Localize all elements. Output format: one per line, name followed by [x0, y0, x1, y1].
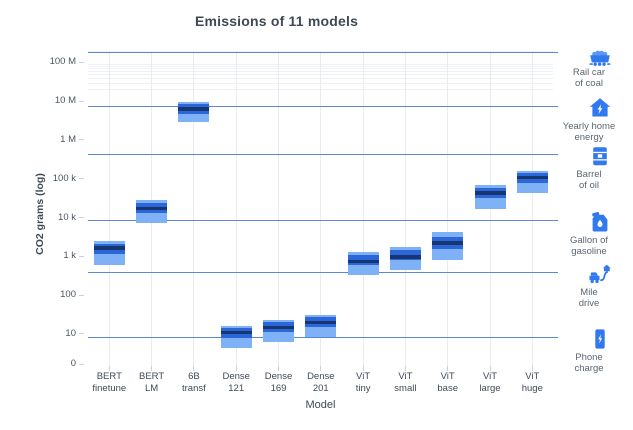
x-tick-label-bert-finetune: BERT finetune	[92, 371, 127, 394]
gas-can-icon	[588, 210, 612, 234]
y-tick-label: 1 k	[63, 250, 76, 262]
vertical-gridline	[362, 51, 364, 366]
chart-title: Emissions of 11 models	[194, 13, 359, 29]
box-band-vit-small	[389, 250, 421, 260]
box-median-6b-transf	[178, 107, 210, 111]
vertical-gridline	[108, 51, 110, 366]
box-median-dense-169	[263, 325, 294, 329]
y-tick-mark	[79, 100, 84, 102]
x-tick-mark	[447, 366, 449, 371]
x-tick-label-vit-large: ViT large	[479, 371, 501, 394]
y-tick-label: 1 M	[60, 133, 76, 145]
y-tick-label: 100 k	[52, 172, 76, 184]
x-tick-label-vit-tiny: ViT tiny	[355, 371, 371, 394]
vertical-gridline	[447, 51, 449, 366]
vertical-gridline	[320, 51, 322, 366]
x-tick-mark	[278, 366, 279, 371]
reference-label-mile-drive: Mile drive	[578, 286, 600, 309]
x-axis-title: Model	[305, 399, 336, 411]
phone-charge-icon	[588, 327, 612, 351]
y-tick-mark	[79, 294, 84, 296]
x-tick-mark	[320, 366, 322, 371]
x-tick-mark	[108, 366, 110, 371]
x-tick-mark	[235, 366, 237, 371]
y-tick-mark	[79, 178, 84, 180]
y-tick-mark	[79, 61, 84, 63]
box-median-vit-small	[389, 255, 421, 259]
box-median-dense-121	[220, 330, 252, 335]
reference-label-yearly-home-energy: Yearly home energy	[562, 120, 616, 143]
x-tick-label-vit-base: ViT base	[437, 371, 458, 394]
y-tick-mark	[79, 333, 84, 335]
vertical-gridline	[193, 51, 195, 366]
box-median-dense-201	[305, 320, 337, 325]
y-tick-label: 10	[65, 327, 76, 339]
x-tick-mark	[489, 366, 491, 371]
reference-line-yearly-home-energy	[88, 105, 558, 107]
reference-line-barrel-of-oil	[88, 154, 558, 156]
y-tick-mark	[79, 255, 84, 257]
x-tick-mark	[151, 366, 153, 371]
x-tick-label-dense-201: Dense 201	[307, 371, 335, 394]
x-tick-label-dense-121: Dense 121	[222, 371, 250, 394]
vertical-gridline	[404, 51, 406, 366]
vertical-gridline	[235, 51, 237, 366]
house-energy-icon	[588, 96, 612, 120]
x-tick-mark	[531, 366, 533, 371]
y-tick-label: 10 k	[58, 211, 76, 223]
box-median-vit-huge	[516, 175, 548, 180]
x-tick-label-vit-huge: ViT huge	[521, 371, 543, 394]
y-tick-mark	[79, 139, 84, 141]
x-tick-label-vit-small: ViT small	[394, 371, 417, 394]
y-tick-label: 100 M	[49, 56, 76, 68]
x-tick-label-dense-169: Dense 169	[264, 371, 293, 394]
vertical-gridline	[531, 51, 533, 366]
reference-label-gallon-of-gasoline: Gallon of gasoline	[569, 234, 609, 257]
box-median-vit-large	[474, 191, 506, 195]
oil-barrel-icon	[588, 144, 612, 168]
x-tick-mark	[404, 366, 406, 371]
reference-label-phone-charge: Phone charge	[574, 352, 604, 375]
reference-line-gallon-of-gasoline	[88, 219, 558, 221]
y-tick-label: 100	[60, 289, 76, 301]
reference-line-mile-drive	[88, 271, 558, 273]
vertical-gridline	[278, 51, 279, 366]
x-tick-label-bert-lm: BERT LM	[139, 371, 165, 394]
reference-line-phone-charge	[88, 337, 558, 339]
car-drive-icon	[588, 262, 612, 286]
x-tick-mark	[193, 366, 195, 371]
box-median-bert-finetune	[93, 246, 125, 250]
box-median-bert-lm	[136, 206, 168, 210]
x-tick-label-6b-transf: 6B transf	[182, 371, 206, 394]
y-tick-label: 10 M	[54, 95, 76, 107]
y-tick-mark	[79, 217, 84, 218]
reference-label-rail-car-of-coal: Rail car of coal	[572, 67, 606, 90]
railcar-icon	[588, 46, 612, 70]
reference-line-rail-car-of-coal	[88, 52, 558, 54]
y-tick-label: 0	[70, 358, 76, 369]
y-tick-mark	[79, 363, 84, 365]
x-tick-mark	[362, 366, 364, 371]
box-median-vit-tiny	[347, 259, 379, 264]
reference-label-barrel-of-oil: Barrel of oil	[576, 169, 602, 192]
box-median-vit-base	[432, 241, 464, 245]
